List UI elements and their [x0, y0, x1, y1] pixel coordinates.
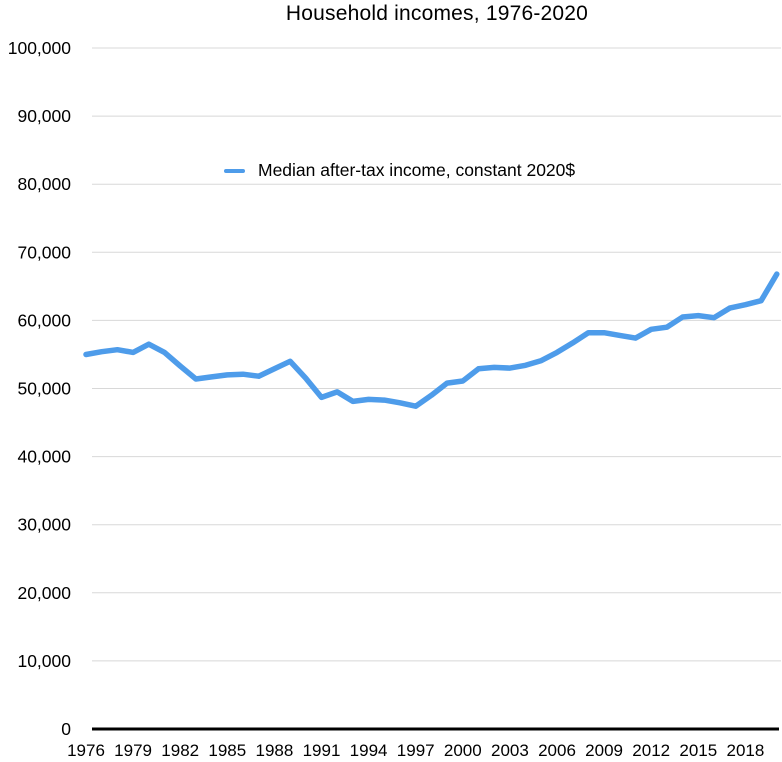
x-tick-label: 1991	[303, 741, 341, 760]
x-tick-label: 2012	[632, 741, 670, 760]
x-tick-label: 1979	[114, 741, 152, 760]
legend-label: Median after-tax income, constant 2020$	[258, 160, 576, 180]
x-tick-label: 1985	[208, 741, 246, 760]
x-tick-label: 2003	[491, 741, 529, 760]
x-tick-label: 2018	[726, 741, 764, 760]
x-tick-label: 1976	[67, 741, 105, 760]
x-tick-label: 2015	[679, 741, 717, 760]
y-tick-label: 80,000	[17, 174, 71, 194]
y-tick-label: 90,000	[17, 106, 71, 126]
legend-line-swatch	[224, 168, 245, 173]
y-tick-label: 20,000	[17, 583, 71, 603]
x-tick-label: 2009	[585, 741, 623, 760]
x-tick-label: 1997	[397, 741, 435, 760]
y-tick-label: 40,000	[17, 447, 71, 467]
y-tick-label: 30,000	[17, 515, 71, 535]
y-tick-label: 100,000	[8, 38, 72, 58]
y-tick-label: 70,000	[17, 242, 71, 262]
x-tick-label: 2006	[538, 741, 576, 760]
x-tick-label: 2000	[444, 741, 482, 760]
y-tick-label: 60,000	[17, 310, 71, 330]
income-line	[83, 271, 780, 409]
y-tick-label: 0	[61, 719, 71, 739]
x-tick-label: 1994	[350, 741, 388, 760]
chart-title: Household incomes, 1976-2020	[285, 2, 589, 25]
y-tick-label: 50,000	[17, 379, 71, 399]
x-tick-label: 1988	[255, 741, 293, 760]
legend: Median after-tax income, constant 2020$	[224, 160, 575, 181]
x-tick-label: 1982	[161, 741, 199, 760]
y-tick-label: 10,000	[17, 651, 71, 671]
